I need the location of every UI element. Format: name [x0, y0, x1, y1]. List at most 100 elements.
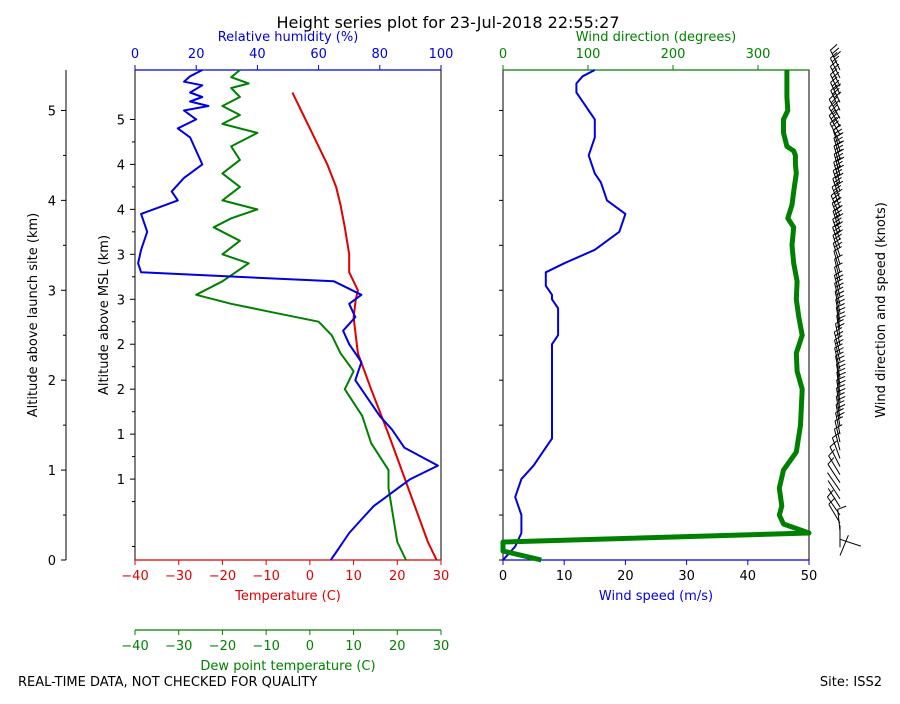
msl-tick-label: 4	[117, 158, 125, 173]
wind-barb-flag	[836, 306, 846, 312]
wind-barb-flag	[834, 262, 843, 268]
dewpoint-tick-label: 0	[306, 639, 314, 654]
wind-barb-flag	[834, 204, 843, 212]
msl-tick-label: 3	[117, 293, 125, 308]
msl-axis-label: Altitude above MSL (km)	[97, 235, 112, 395]
dir-tick-label: 0	[499, 47, 507, 62]
wind-barb-flag	[835, 140, 845, 146]
wind-barb-flag	[834, 168, 843, 175]
wind-barb-flag	[836, 359, 845, 365]
wind-barb-flag	[833, 233, 842, 240]
wind-barb-flag	[830, 43, 838, 51]
temp-axis-label: Temperature (C)	[234, 589, 341, 604]
wind-barb	[827, 472, 841, 492]
wind-barb-flag	[832, 87, 840, 95]
site-footer: Site: ISS2	[820, 675, 882, 690]
wind-barb-flag	[830, 84, 838, 91]
wind-barb	[834, 420, 841, 443]
speed-axis-label: Wind speed (m/s)	[599, 589, 713, 604]
wind-barb-flag	[836, 322, 845, 328]
dewpoint-tick-label: −10	[252, 639, 279, 654]
rh-tick-label: 60	[310, 47, 327, 62]
msl-tick-label: 3	[117, 248, 125, 263]
wind-barb-flag	[828, 497, 836, 505]
temp-tick-label: −40	[121, 569, 148, 584]
speed-tick-label: 10	[556, 569, 573, 584]
wind-barb-flag	[827, 457, 835, 465]
wind-barb-flag	[835, 319, 844, 325]
wind-barb	[828, 455, 841, 475]
wind-barb	[827, 464, 841, 483]
msl-tick-label: 1	[117, 428, 125, 443]
wind-barb-flag	[828, 92, 836, 100]
msl-tick-label: 1	[117, 473, 125, 488]
wind-barb-flag	[830, 96, 838, 104]
wind-barb-flag	[835, 172, 844, 179]
wind-barb-flag	[833, 217, 842, 224]
quality-footer: REAL-TIME DATA, NOT CHECKED FOR QUALITY	[18, 675, 317, 690]
wind-barb-flag	[832, 173, 841, 180]
wind-barb-flag	[829, 440, 838, 448]
rh-tick-label: 20	[188, 47, 205, 62]
wind-barb-flag	[835, 148, 845, 154]
launch-tick-label: 5	[48, 104, 56, 119]
wind-barb-flag	[832, 221, 841, 228]
wind-barb	[827, 480, 841, 500]
rh-tick-label: 100	[429, 47, 454, 62]
wind-barb	[826, 496, 841, 516]
launch-tick-label: 0	[48, 554, 56, 569]
wind-barb	[839, 535, 849, 556]
wind-barb	[839, 538, 862, 547]
wind-barb-flag	[834, 188, 843, 195]
launch-tick-label: 2	[48, 374, 56, 389]
speed-tick-label: 30	[678, 569, 695, 584]
wind-barb-flag	[833, 225, 842, 232]
msl-tick-label: 5	[117, 113, 125, 128]
wind-barb-flag	[831, 47, 840, 55]
speed-tick-label: 40	[740, 569, 757, 584]
dewpoint-tick-label: 30	[433, 639, 450, 654]
wind-barb	[828, 503, 841, 524]
temp-tick-label: 10	[345, 569, 362, 584]
wind-barb-flag	[831, 197, 840, 204]
wind-barb-flag	[835, 408, 844, 414]
dir-tick-label: 100	[576, 47, 601, 62]
wind-barb-flag	[835, 180, 844, 187]
wind-barb-flag	[833, 184, 842, 192]
speed-tick-label: 50	[801, 569, 818, 584]
temp-tick-label: 30	[433, 569, 450, 584]
wind-barb	[831, 437, 841, 459]
temp-tick-label: 0	[306, 569, 314, 584]
wind-barb-flag	[831, 55, 840, 63]
temperature-line	[291, 92, 438, 561]
wind-barb-flag	[834, 327, 843, 333]
launch-tick-label: 1	[48, 464, 56, 479]
wind-barb-flag	[827, 489, 834, 498]
launch-axis-label: Altitude above launch site (km)	[26, 213, 41, 417]
temp-tick-label: 20	[389, 569, 406, 584]
wind-barb-flag	[833, 176, 842, 183]
wind-barb-flag	[828, 448, 836, 457]
speed-tick-label: 20	[617, 569, 634, 584]
wind-barb-flag	[836, 363, 846, 369]
wind_speed-line	[502, 69, 627, 561]
wind-frame	[502, 69, 810, 561]
rh-tick-label: 40	[249, 47, 266, 62]
dewpoint-line	[195, 69, 407, 561]
temp-tick-label: −20	[209, 569, 236, 584]
wind-barb-flag	[835, 229, 843, 236]
wind-barb	[834, 258, 841, 281]
temp-tick-label: −10	[252, 569, 279, 584]
wind-barb-flag	[833, 51, 841, 58]
wind-barb	[827, 488, 841, 508]
msl-tick-label: 2	[117, 383, 125, 398]
wind-barb-flag	[832, 213, 841, 220]
wind-barb-flag	[830, 52, 838, 59]
dewpoint-axis-label: Dew point temperature (C)	[200, 659, 375, 674]
msl-tick-label: 2	[117, 338, 125, 353]
msl-tick-label: 4	[117, 203, 125, 218]
launch-tick-label: 3	[48, 284, 56, 299]
rh-axis-label: Relative humidity (%)	[218, 30, 359, 45]
dewpoint-tick-label: −40	[121, 639, 148, 654]
wind-barb-flag	[832, 229, 841, 236]
